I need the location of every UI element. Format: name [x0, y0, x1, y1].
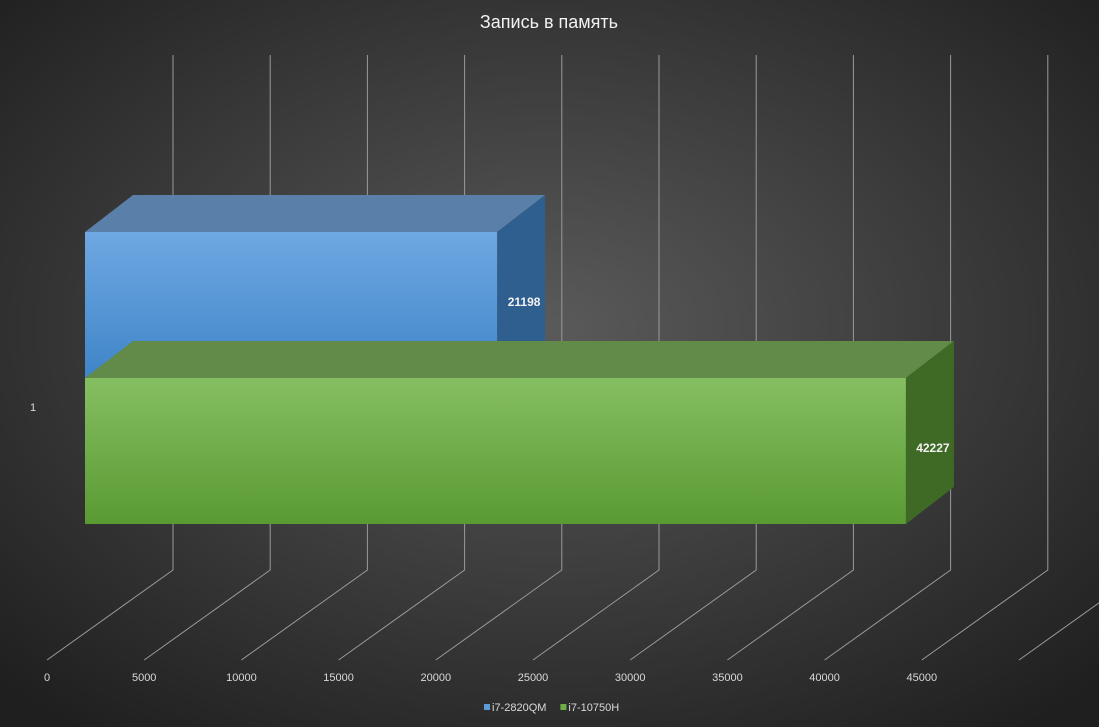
x-tick-label: 45000 — [907, 672, 938, 684]
x-tick-label: 40000 — [809, 672, 840, 684]
x-tick-label: 30000 — [615, 672, 646, 684]
bar-side — [905, 341, 954, 524]
bar — [85, 378, 906, 524]
legend-label: i7-10750H — [568, 702, 619, 714]
legend-swatch — [560, 704, 567, 710]
x-tick-label: 35000 — [712, 672, 743, 684]
grid-line — [1018, 602, 1099, 661]
x-tick-label: 15000 — [323, 672, 354, 684]
x-tick-label: 25000 — [518, 672, 549, 684]
x-tick-label: 5000 — [132, 672, 156, 684]
grid-line — [532, 55, 660, 661]
grid-line — [435, 55, 563, 661]
x-tick-label: 20000 — [421, 672, 452, 684]
grid-line — [629, 55, 757, 661]
bar-top — [85, 341, 954, 378]
grid-line — [824, 55, 952, 661]
chart-title: Запись в память — [480, 12, 618, 32]
x-tick-label: 0 — [44, 672, 50, 684]
legend-label: i7-2820QM — [492, 702, 546, 714]
y-tick-label: 1 — [30, 402, 36, 414]
bar-side — [497, 195, 546, 378]
legend-swatch — [484, 704, 490, 710]
grid-line — [921, 55, 1049, 661]
bar-top — [85, 195, 546, 232]
grid-line — [727, 55, 854, 661]
value-label: 21198 — [508, 295, 541, 309]
value-label: 42227 — [916, 441, 950, 455]
x-tick-label: 10000 — [226, 672, 257, 684]
